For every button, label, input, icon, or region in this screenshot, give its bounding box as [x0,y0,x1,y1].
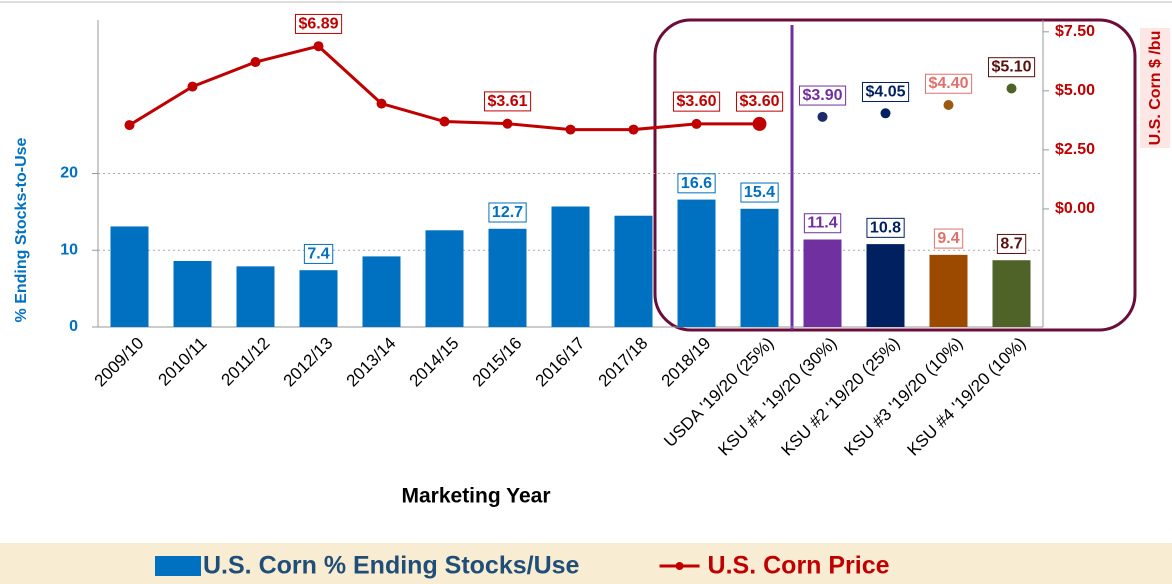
forecast-label: $5.10 [991,59,1031,76]
price-marker [187,81,198,92]
x-tick-label: 2013/14 [343,334,400,391]
forecast-label: $4.40 [928,75,968,92]
price-label-box [672,91,721,112]
bar [740,208,779,327]
y2-tick-label: $0.00 [1055,200,1095,217]
bar [929,254,968,327]
bar-label: 7.4 [307,245,329,262]
price-label: $6.89 [298,15,338,32]
price-marker [439,116,450,127]
x-tick-label: 2018/19 [658,334,715,391]
price-marker [313,41,324,52]
bar-label: 16.6 [681,175,712,192]
legend-label: U.S. Corn % Ending Stocks/Use [203,552,580,580]
price-label-box [294,13,343,34]
price-label-box [483,91,532,112]
bar-label-box [488,202,527,223]
bar-label: 12.7 [492,204,523,221]
forecast-marker [817,111,828,122]
bar-label: 15.4 [744,184,775,201]
forecast-label-box [987,57,1036,78]
x-tick-label: 2012/13 [280,334,337,391]
bar [614,215,653,327]
bar [110,226,149,327]
x-tick-label: 2009/10 [91,334,148,391]
bar-label-box [803,213,842,234]
bar [236,266,275,327]
y-axis-title: % Ending Stocks-to-Use [13,137,30,322]
price-label: $3.61 [487,93,527,110]
price-marker [376,98,387,109]
x-tick-label: 2015/16 [469,334,526,391]
bar [992,260,1031,327]
bar-label-box [866,217,905,238]
x-tick-label: 2010/11 [154,334,210,390]
bar [551,206,590,327]
price-marker [502,118,513,129]
y-tick-label: 0 [69,318,78,335]
legend-swatch [155,556,201,576]
bar [425,230,464,327]
y2-tick-label: $5.00 [1055,82,1095,99]
x-tick-label: 2014/15 [406,334,463,391]
x-tick-label: KSU #1 '19/20 (30%) [715,334,841,460]
forecast-label-box [924,73,973,94]
bar [803,239,842,327]
price-label-box [735,91,784,112]
bar-label-box [740,182,779,203]
bar-label: 8.7 [1000,235,1022,252]
price-marker [691,118,702,129]
price-marker [565,124,576,135]
price-label: $3.60 [739,93,779,110]
legend-swatch-dot [675,562,684,570]
x-tick-label: 2011/12 [217,334,273,390]
x-tick-label: 2016/17 [532,334,589,391]
forecast-marker [1006,83,1017,94]
bar-label-box [933,228,964,249]
x-tick-label: KSU #4 '19/20 (10%) [904,334,1030,460]
y2-tick-label: $2.50 [1055,141,1095,158]
bar [866,244,905,327]
price-label: $3.60 [676,93,716,110]
price-marker [250,57,261,68]
bar [299,270,338,327]
forecast-marker [943,100,954,111]
forecast-label-box [861,81,910,103]
y-tick-label: 20 [60,165,78,182]
bar-label: 9.4 [937,230,959,247]
bar-label: 10.8 [870,219,901,236]
legend-label: U.S. Corn Price [708,552,890,580]
forecast-label: $3.90 [802,87,842,104]
x-axis-title: Marketing Year [401,485,550,508]
y2-tick-label: $7.50 [1055,23,1095,40]
y2-title-bg [1140,28,1170,148]
price-marker [628,124,639,135]
bar-label-box [303,243,334,264]
bar [488,228,527,327]
price-marker [752,116,767,131]
forecast-label-box [798,85,847,106]
y-tick-label: 10 [60,241,78,258]
bar [677,199,716,327]
forecast-label: $4.05 [865,83,905,100]
forecast-marker [880,108,891,119]
bar-label: 11.4 [807,215,837,232]
x-tick-label: USDA '19/20 (25%) [660,334,777,451]
bar-label-box [996,233,1027,254]
x-tick-label: KSU #2 '19/20 (25%) [778,334,904,460]
x-tick-label: 2017/18 [595,334,652,391]
bar-label-box [677,173,716,194]
price-marker [124,120,135,131]
y2-axis-title: U.S. Corn $ /bu [1147,31,1164,146]
x-tick-label: KSU #3 '19/20 (10%) [841,334,967,460]
forecast-frame [653,18,1137,332]
bar [362,256,401,327]
bar [173,260,212,327]
